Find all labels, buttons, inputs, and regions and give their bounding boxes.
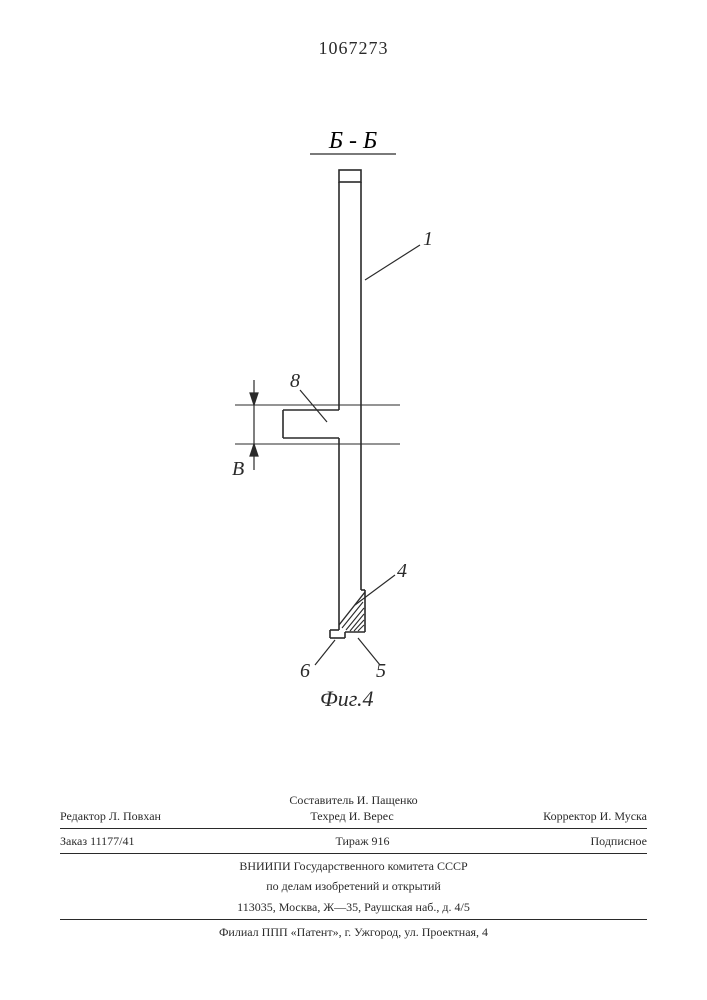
top-cap — [339, 170, 361, 182]
tirage-label: Тираж — [335, 834, 368, 848]
corrector-name: И. Муска — [600, 809, 647, 823]
figure-caption: Фиг.4 — [320, 686, 374, 712]
editor-name: Л. Повхан — [109, 809, 161, 823]
leader-1 — [365, 245, 420, 280]
callout-6: 6 — [300, 660, 310, 683]
tirage-value: 916 — [372, 834, 390, 848]
diagram-svg: Б - Б — [0, 120, 707, 760]
section-label: Б - Б — [328, 128, 377, 154]
techred-name: И. Верес — [349, 809, 394, 823]
corrector-label: Корректор — [543, 809, 597, 823]
leader-8 — [300, 390, 327, 422]
editor-label: Редактор — [60, 809, 106, 823]
leader-6 — [315, 640, 335, 665]
branch: Филиал ППП «Патент», г. Ужгород, ул. Про… — [60, 924, 647, 940]
subscription: Подписное — [591, 833, 648, 849]
footer-block: Составитель И. Пащенко Редактор Л. Повха… — [60, 788, 647, 940]
callout-8: 8 — [290, 370, 300, 393]
footer-rule-3 — [60, 919, 647, 920]
callout-4: 4 — [397, 560, 407, 583]
order-value: 11177/41 — [90, 834, 134, 848]
footer-rule-1 — [60, 828, 647, 829]
footer-rule-2 — [60, 853, 647, 854]
compiler-name: И. Пащенко — [357, 793, 418, 807]
callout-1: 1 — [423, 228, 433, 251]
order-label: Заказ — [60, 834, 87, 848]
figure-area: Б - Б — [0, 120, 707, 760]
compiler-label: Составитель — [289, 793, 353, 807]
patent-number: 1067273 — [0, 38, 707, 59]
tip-diagonal — [339, 592, 365, 625]
org-addr: 113035, Москва, Ж—35, Раушская наб., д. … — [60, 899, 647, 915]
callout-v: В — [232, 458, 244, 481]
org-line2: по делам изобретений и открытий — [60, 878, 647, 894]
callout-5: 5 — [376, 660, 386, 683]
dim-arrows — [250, 380, 258, 470]
page: 1067273 Б - Б — [0, 0, 707, 1000]
techred-label: Техред — [310, 809, 345, 823]
org-line1: ВНИИПИ Государственного комитета СССР — [60, 858, 647, 874]
